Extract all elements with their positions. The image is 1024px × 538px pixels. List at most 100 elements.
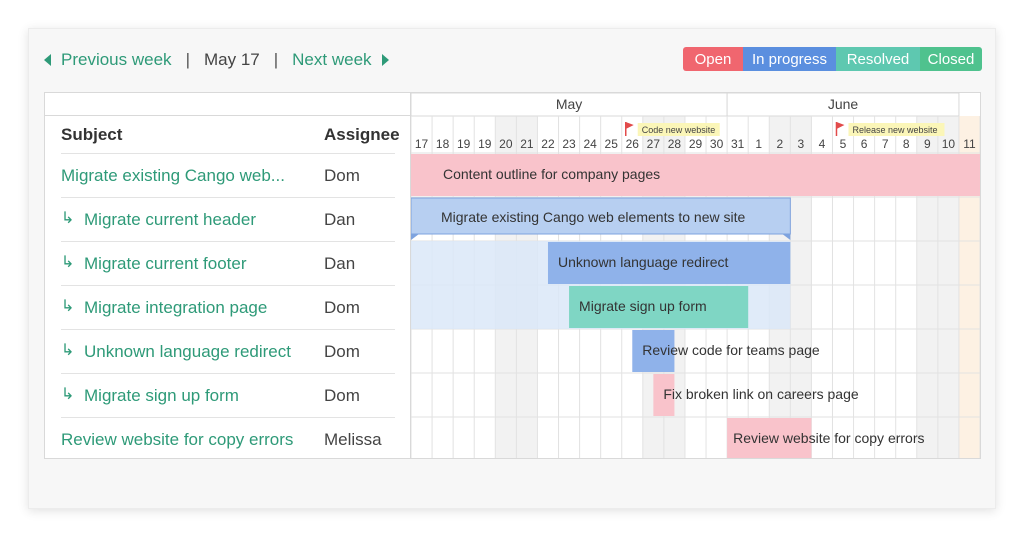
- task-row[interactable]: ↳ Migrate current header Dan: [61, 197, 395, 241]
- caret-left-icon: [44, 54, 51, 66]
- day-number: 3: [798, 137, 805, 151]
- timeline: May June 17 18 19 19 20 21 22 23 24 25 26 27 28 29 30 31 1…: [411, 93, 980, 458]
- legend-resolved[interactable]: Resolved: [836, 47, 920, 71]
- day-number: 26: [626, 137, 640, 151]
- table-spacer: [45, 93, 410, 116]
- task-row[interactable]: ↳ Migrate current footer Dan: [61, 241, 395, 285]
- milestone-flag-icon: [836, 122, 845, 129]
- task-subject-link[interactable]: Migrate integration page: [84, 298, 268, 317]
- caret-right-icon: [381, 54, 389, 66]
- gantt-card: Previous week | May 17 | Next week Open …: [28, 28, 996, 509]
- status-legend: Open In progress Resolved Closed: [683, 47, 982, 71]
- task-subject-link[interactable]: Migrate current header: [84, 210, 256, 229]
- day-number: 1: [755, 137, 762, 151]
- task-table: Subject Assignee Migrate existing Cango …: [45, 93, 411, 458]
- legend-in-progress[interactable]: In progress: [743, 47, 836, 71]
- task-subject-link[interactable]: Migrate current footer: [84, 254, 247, 273]
- next-week-link[interactable]: Next week: [292, 50, 389, 70]
- day-number: 21: [520, 137, 534, 151]
- table-header: Subject Assignee: [45, 116, 411, 153]
- task-row[interactable]: ↳ Migrate integration page Dom: [61, 285, 395, 329]
- previous-week-link[interactable]: Previous week: [44, 50, 172, 70]
- day-number: 24: [583, 137, 597, 151]
- month-label: May: [556, 96, 582, 112]
- day-number: 27: [647, 137, 661, 151]
- day-number: 25: [605, 137, 619, 151]
- task-assignee: Dom: [324, 342, 360, 361]
- task-assignee: Dom: [324, 298, 360, 317]
- next-week-label: Next week: [292, 50, 372, 69]
- task-assignee: Melissa: [324, 430, 382, 449]
- subtask-arrow-icon: ↳: [61, 298, 75, 315]
- task-subject-link[interactable]: Review website for copy errors: [61, 430, 294, 449]
- task-bar[interactable]: [653, 374, 675, 416]
- milestone-label: Release new website: [852, 125, 937, 135]
- task-row[interactable]: ↳ Migrate sign up form Dom: [61, 373, 395, 417]
- day-number: 18: [436, 137, 450, 151]
- day-number: 7: [882, 137, 889, 151]
- task-subject-link[interactable]: Migrate existing Cango web...: [61, 166, 285, 185]
- milestone-label: Code new website: [642, 125, 716, 135]
- day-number: 10: [942, 137, 956, 151]
- legend-closed[interactable]: Closed: [920, 47, 982, 71]
- summary-bar: [411, 197, 791, 235]
- legend-open[interactable]: Open: [683, 47, 743, 71]
- summary-bar-tip: [782, 234, 791, 240]
- day-number: 6: [861, 137, 868, 151]
- gantt-grid: Subject Assignee Migrate existing Cango …: [44, 92, 981, 459]
- milestone-label-bg: [637, 123, 720, 136]
- task-bar-label: Fix broken link on careers page: [663, 386, 859, 402]
- milestone-flag-icon: [625, 122, 634, 129]
- summary-bar-tip: [411, 234, 419, 240]
- day-number: 20: [499, 137, 513, 151]
- milestone-label-bg: [848, 123, 945, 136]
- nav-separator: |: [273, 50, 279, 69]
- task-subject-link[interactable]: Migrate sign up form: [84, 386, 239, 405]
- previous-week-label: Previous week: [61, 50, 172, 69]
- day-number: 22: [541, 137, 555, 151]
- day-number: 11: [963, 137, 976, 151]
- month-header-cell: [726, 93, 960, 117]
- day-number: 5: [840, 137, 847, 151]
- day-number: 9: [924, 137, 931, 151]
- month-label: June: [828, 96, 859, 112]
- task-bar[interactable]: [569, 286, 749, 328]
- task-bar-label: Migrate existing Cango web elements to n…: [441, 209, 745, 225]
- task-bar[interactable]: [727, 418, 812, 458]
- assignee-column-header[interactable]: Assignee: [324, 125, 400, 144]
- week-navigation: Previous week | May 17 | Next week: [44, 48, 389, 72]
- task-bar[interactable]: [411, 154, 980, 196]
- day-number: 19: [478, 137, 492, 151]
- subtask-arrow-icon: ↳: [61, 386, 75, 403]
- task-bar-label: Review code for teams page: [642, 342, 820, 358]
- day-number: 2: [776, 137, 783, 151]
- day-number: 17: [415, 137, 429, 151]
- day-number: 29: [689, 137, 703, 151]
- subject-column-header[interactable]: Subject: [61, 125, 123, 144]
- task-assignee: Dom: [324, 386, 360, 405]
- task-bar-label: Unknown language redirect: [558, 254, 729, 270]
- day-number: 19: [457, 137, 471, 151]
- current-week-label: May 17: [203, 50, 260, 69]
- task-subject-link[interactable]: Unknown language redirect: [84, 342, 291, 361]
- task-bar-label: Content outline for company pages: [443, 166, 660, 182]
- task-row[interactable]: ↳ Unknown language redirect Dom: [61, 329, 395, 373]
- day-number: 23: [562, 137, 576, 151]
- task-bar-label: Migrate sign up form: [579, 298, 707, 314]
- day-number: 30: [710, 137, 724, 151]
- day-number: 31: [731, 137, 745, 151]
- task-row[interactable]: Review website for copy errors Melissa: [61, 417, 395, 461]
- task-row[interactable]: Migrate existing Cango web... Dom: [61, 153, 395, 197]
- task-assignee: Dan: [324, 210, 356, 229]
- task-assignee: Dom: [324, 166, 360, 185]
- day-number: 4: [819, 137, 826, 151]
- task-bar[interactable]: [547, 242, 791, 284]
- task-assignee: Dan: [324, 254, 356, 273]
- day-number: 28: [668, 137, 682, 151]
- subtask-arrow-icon: ↳: [61, 210, 75, 227]
- task-bar[interactable]: [632, 330, 675, 372]
- nav-separator: |: [185, 50, 190, 69]
- subtask-arrow-icon: ↳: [61, 254, 75, 271]
- day-number: 8: [903, 137, 910, 151]
